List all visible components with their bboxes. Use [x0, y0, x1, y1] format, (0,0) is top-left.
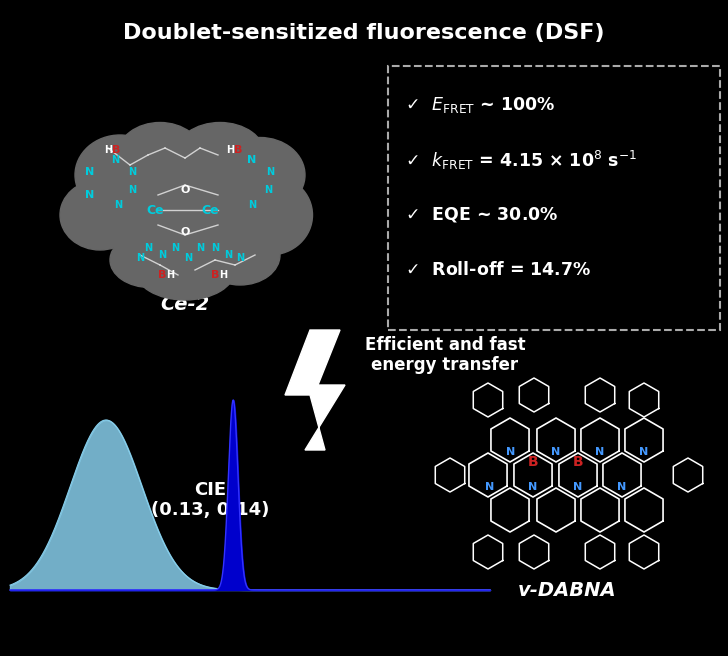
Text: N: N [184, 253, 192, 263]
Text: N: N [114, 200, 122, 210]
Text: N: N [486, 482, 494, 492]
Ellipse shape [215, 138, 305, 213]
Ellipse shape [75, 135, 165, 215]
Ellipse shape [110, 232, 190, 287]
Ellipse shape [60, 180, 140, 250]
Text: N: N [85, 190, 95, 200]
Text: N: N [264, 185, 272, 195]
Text: H: H [104, 145, 112, 155]
Text: N: N [158, 250, 166, 260]
Text: N: N [551, 447, 561, 457]
Text: N: N [529, 482, 537, 492]
Text: N: N [266, 167, 274, 177]
Text: O: O [181, 185, 190, 195]
Text: N: N [236, 253, 244, 263]
Text: H: H [166, 270, 174, 280]
Text: $\checkmark$  Roll-off = 14.7%: $\checkmark$ Roll-off = 14.7% [405, 261, 591, 279]
Text: N: N [111, 155, 119, 165]
Text: $\checkmark$  EQE ~ 30.0%: $\checkmark$ EQE ~ 30.0% [405, 205, 558, 224]
Text: Efficient and fast
energy transfer: Efficient and fast energy transfer [365, 336, 526, 375]
Ellipse shape [227, 175, 312, 255]
Text: B: B [234, 145, 242, 155]
Ellipse shape [117, 123, 202, 188]
Text: N: N [248, 200, 256, 210]
Text: N: N [196, 243, 204, 253]
Text: N: N [136, 253, 144, 263]
Text: N: N [507, 447, 515, 457]
Text: N: N [211, 243, 219, 253]
Text: B: B [112, 145, 120, 155]
Text: $\checkmark$  $\mathit{E}_{\rm{FRET}}$ ~ 100%: $\checkmark$ $\mathit{E}_{\rm{FRET}}$ ~ … [405, 95, 555, 115]
Text: N: N [85, 167, 95, 177]
Text: N: N [574, 482, 582, 492]
Text: B: B [158, 270, 166, 280]
Text: N: N [171, 243, 179, 253]
Text: N: N [144, 243, 152, 253]
Ellipse shape [200, 225, 280, 285]
Text: Ce: Ce [146, 203, 164, 216]
Text: N: N [596, 447, 605, 457]
Text: H: H [226, 145, 234, 155]
Text: O: O [181, 227, 190, 237]
Text: N: N [128, 167, 136, 177]
Text: B: B [573, 455, 583, 469]
Text: H: H [219, 270, 227, 280]
Text: N: N [639, 447, 649, 457]
Text: N: N [617, 482, 627, 492]
Text: $\checkmark$  $\mathit{k}_{\rm{FRET}}$ = 4.15 × 10$^{8}$ s$^{-1}$: $\checkmark$ $\mathit{k}_{\rm{FRET}}$ = … [405, 148, 637, 172]
Text: N: N [224, 250, 232, 260]
Text: Ce-2: Ce-2 [160, 295, 210, 314]
Text: B: B [528, 455, 538, 469]
Ellipse shape [175, 123, 265, 188]
Ellipse shape [105, 145, 265, 275]
Text: N: N [128, 185, 136, 195]
Text: v-DABNA: v-DABNA [518, 581, 617, 600]
Ellipse shape [135, 240, 235, 300]
Text: Doublet-sensitized fluorescence (DSF): Doublet-sensitized fluorescence (DSF) [123, 23, 605, 43]
Text: CIE
(0.13, 0.14): CIE (0.13, 0.14) [151, 481, 269, 520]
Text: B: B [211, 270, 219, 280]
Polygon shape [285, 330, 345, 450]
Text: Ce: Ce [201, 203, 219, 216]
Text: N: N [248, 155, 257, 165]
